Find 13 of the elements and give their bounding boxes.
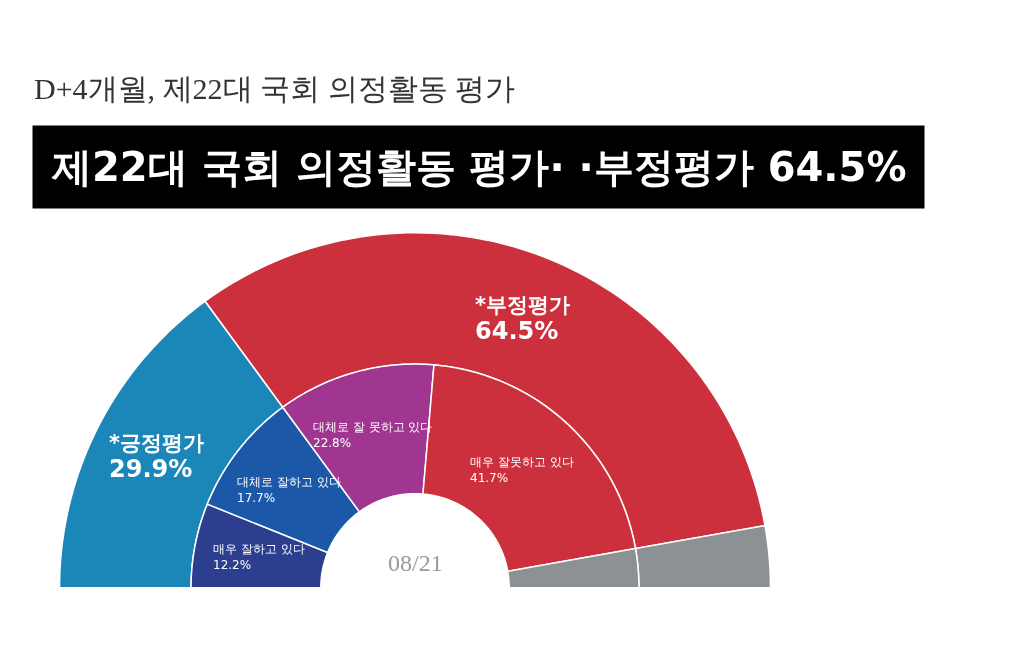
chart-subtitle: 제22대 국회 의정활동 평가· ·부정평가 64.5%	[51, 144, 907, 190]
data-label: 64.5%	[475, 317, 559, 346]
data-label: 29.9%	[109, 455, 193, 484]
data-label: 41.7%	[470, 470, 509, 485]
text: 08/21	[388, 550, 443, 576]
data-label: 12.2%	[213, 557, 252, 572]
data-label: 22.8%	[313, 435, 352, 450]
slice-label: 매우 잘하고 있다	[213, 542, 305, 556]
slice-label: 매우 잘못하고 있다	[470, 455, 574, 469]
slice-label: *부정평가	[475, 293, 570, 317]
chart-title: D+4개월, 제22대 국회 의정활동 평가	[34, 72, 516, 105]
data-label: 17.7%	[237, 490, 276, 505]
slice-label: *긍정평가	[109, 431, 204, 455]
